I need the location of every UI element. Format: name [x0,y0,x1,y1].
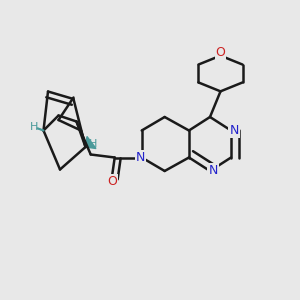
Text: O: O [216,46,225,59]
Text: H: H [89,139,97,149]
Text: N: N [208,164,218,178]
Polygon shape [85,136,96,148]
Text: H: H [30,122,39,133]
Text: O: O [107,175,117,188]
Text: N: N [230,124,239,137]
Text: N: N [136,151,145,164]
